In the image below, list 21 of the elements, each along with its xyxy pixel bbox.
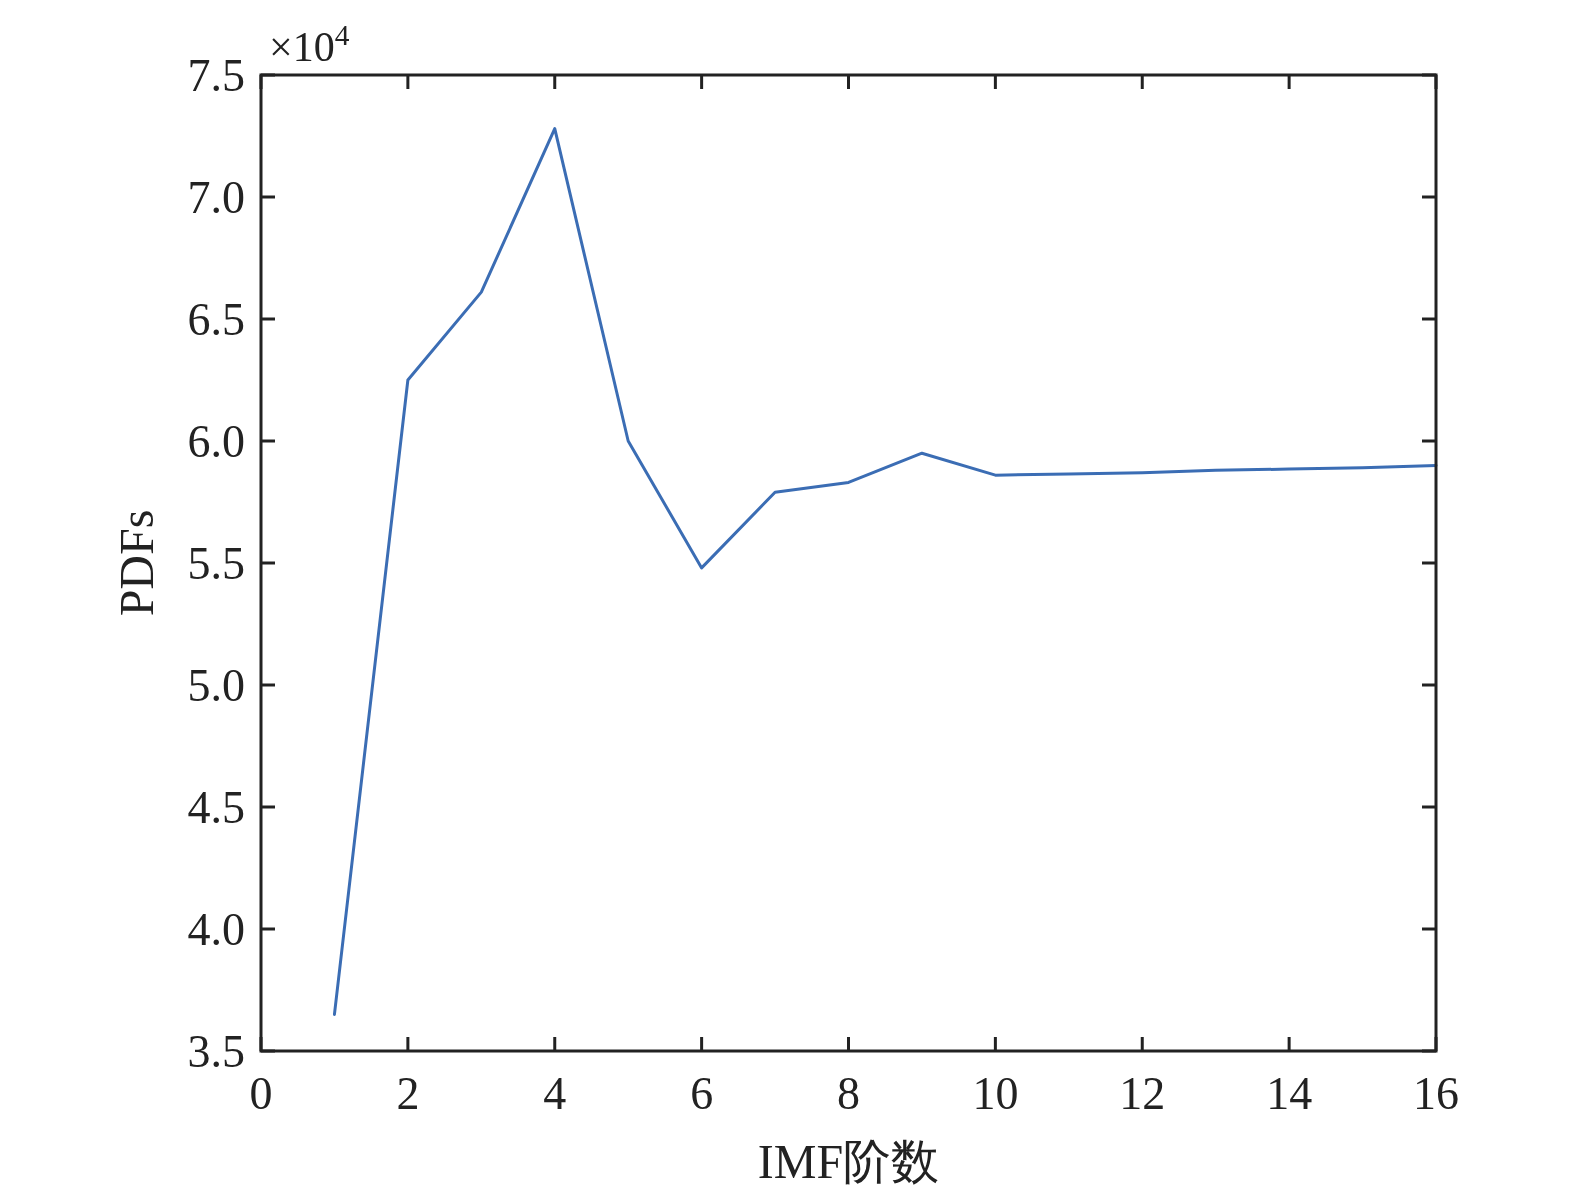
text: ×10$^{4}$	[269, 19, 350, 70]
x-axis-title: IMF阶数	[757, 1135, 940, 1188]
x-tick-label: 2	[396, 1068, 420, 1119]
y-tick-label: 6.0	[187, 416, 245, 467]
y-axis-title: PDFs	[110, 509, 163, 617]
x-tick-label: 0	[249, 1068, 273, 1119]
y-tick-label: 4.5	[187, 782, 245, 833]
x-tick-label: 8	[837, 1068, 860, 1119]
y-tick-label: 4.0	[187, 904, 245, 955]
y-tick-label: 5.5	[187, 538, 245, 589]
y-tick-label: 7.5	[187, 50, 245, 101]
y-tick-label: 7.0	[187, 172, 245, 223]
x-tick-label: 16	[1413, 1068, 1459, 1119]
x-tick-label: 6	[690, 1068, 714, 1119]
x-tick-label: 12	[1119, 1068, 1166, 1119]
y-tick-label: 6.5	[187, 294, 245, 345]
x-tick-label: 10	[972, 1068, 1019, 1119]
y-tick-label: 3.5	[187, 1026, 245, 1077]
x-tick-label: 4	[543, 1068, 567, 1119]
x-tick-label: 14	[1266, 1068, 1313, 1119]
y-tick-label: 5.0	[187, 660, 245, 711]
